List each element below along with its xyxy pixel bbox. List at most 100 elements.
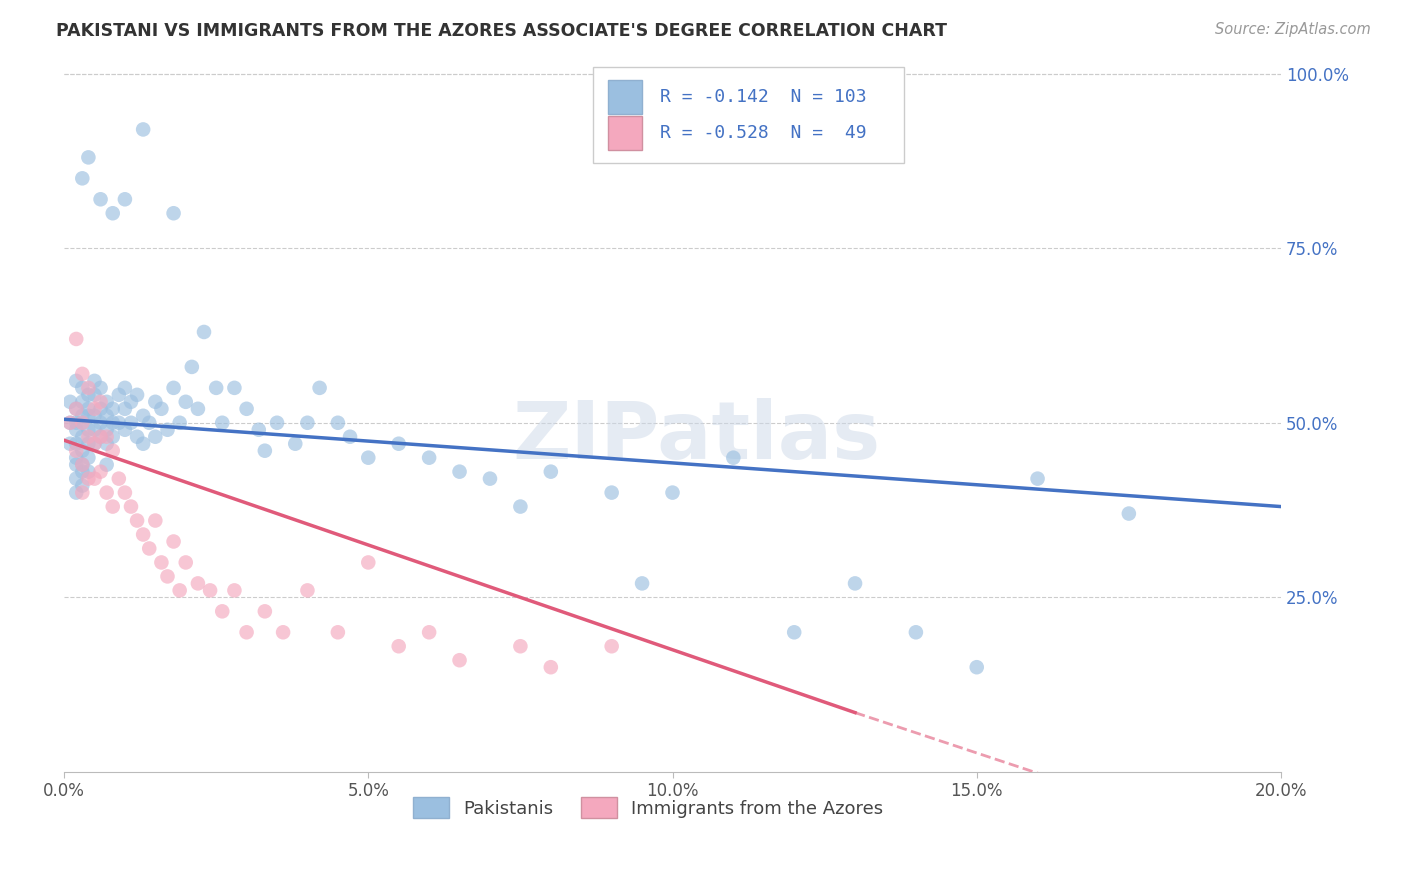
Point (418, 625, 440, 640)
Point (83, 423, 105, 437)
Point (235, 401, 257, 416)
Point (77, 401, 100, 416)
Point (120, 416, 142, 430)
Point (600, 485, 623, 500)
Point (65, 436, 87, 450)
Point (65, 443, 87, 458)
Point (661, 485, 683, 500)
Point (449, 465, 471, 479)
Point (308, 381, 330, 395)
Point (83, 436, 105, 450)
Point (83, 388, 105, 402)
Point (297, 416, 319, 430)
Point (90, 430, 112, 444)
Point (187, 576, 209, 591)
Point (101, 443, 124, 458)
Point (59, 416, 82, 430)
Point (65, 458, 87, 472)
Point (96, 436, 118, 450)
Point (326, 625, 349, 640)
Point (631, 576, 654, 591)
Point (90, 401, 112, 416)
Point (540, 660, 562, 674)
Point (904, 625, 927, 640)
Point (162, 381, 184, 395)
Point (96, 485, 118, 500)
Point (101, 206, 124, 220)
Point (156, 423, 179, 437)
Text: R = -0.528  N =  49: R = -0.528 N = 49 (661, 124, 868, 142)
Point (138, 416, 160, 430)
Point (90, 416, 112, 430)
Point (83, 374, 105, 388)
Point (72, 443, 94, 458)
Point (65, 450, 87, 465)
Point (72, 458, 94, 472)
FancyBboxPatch shape (607, 79, 643, 114)
Point (169, 416, 191, 430)
Point (90, 381, 112, 395)
Point (253, 443, 276, 458)
Point (72, 367, 94, 381)
Point (72, 416, 94, 430)
Point (540, 465, 562, 479)
Point (83, 409, 105, 423)
Point (96, 430, 118, 444)
Point (224, 381, 246, 395)
Point (205, 381, 228, 395)
Point (120, 394, 142, 409)
Point (150, 556, 173, 570)
Point (235, 625, 257, 640)
Point (72, 430, 94, 444)
Point (156, 569, 179, 583)
Point (180, 359, 202, 374)
Point (90, 430, 112, 444)
Point (59, 394, 82, 409)
Point (72, 485, 94, 500)
Point (297, 583, 319, 598)
Point (138, 541, 160, 556)
Point (132, 436, 155, 450)
Point (120, 500, 142, 514)
Point (388, 640, 411, 654)
Text: R = -0.142  N = 103: R = -0.142 N = 103 (661, 87, 868, 105)
Point (174, 556, 197, 570)
Point (162, 534, 184, 549)
Point (247, 423, 270, 437)
Point (101, 416, 124, 430)
Point (77, 465, 100, 479)
Point (162, 206, 184, 220)
Point (72, 171, 94, 186)
Point (77, 430, 100, 444)
Point (125, 514, 148, 528)
Point (174, 394, 197, 409)
Point (783, 625, 806, 640)
Point (65, 374, 87, 388)
Point (132, 122, 155, 136)
Point (132, 527, 155, 541)
Text: Source: ZipAtlas.com: Source: ZipAtlas.com (1215, 22, 1371, 37)
Point (125, 388, 148, 402)
Point (169, 583, 191, 598)
Point (101, 401, 124, 416)
Point (83, 472, 105, 486)
Point (211, 416, 233, 430)
Point (83, 401, 105, 416)
Point (125, 430, 148, 444)
FancyBboxPatch shape (607, 116, 643, 150)
Point (1118, 507, 1140, 521)
Legend: Pakistanis, Immigrants from the Azores: Pakistanis, Immigrants from the Azores (406, 790, 890, 825)
Point (193, 325, 215, 339)
Point (143, 394, 166, 409)
Point (600, 640, 623, 654)
Point (90, 394, 112, 409)
Point (114, 192, 136, 206)
Point (59, 436, 82, 450)
Point (143, 514, 166, 528)
Point (198, 583, 221, 598)
Point (388, 436, 411, 450)
Point (418, 450, 440, 465)
Point (326, 416, 349, 430)
Point (77, 409, 100, 423)
Point (132, 409, 155, 423)
